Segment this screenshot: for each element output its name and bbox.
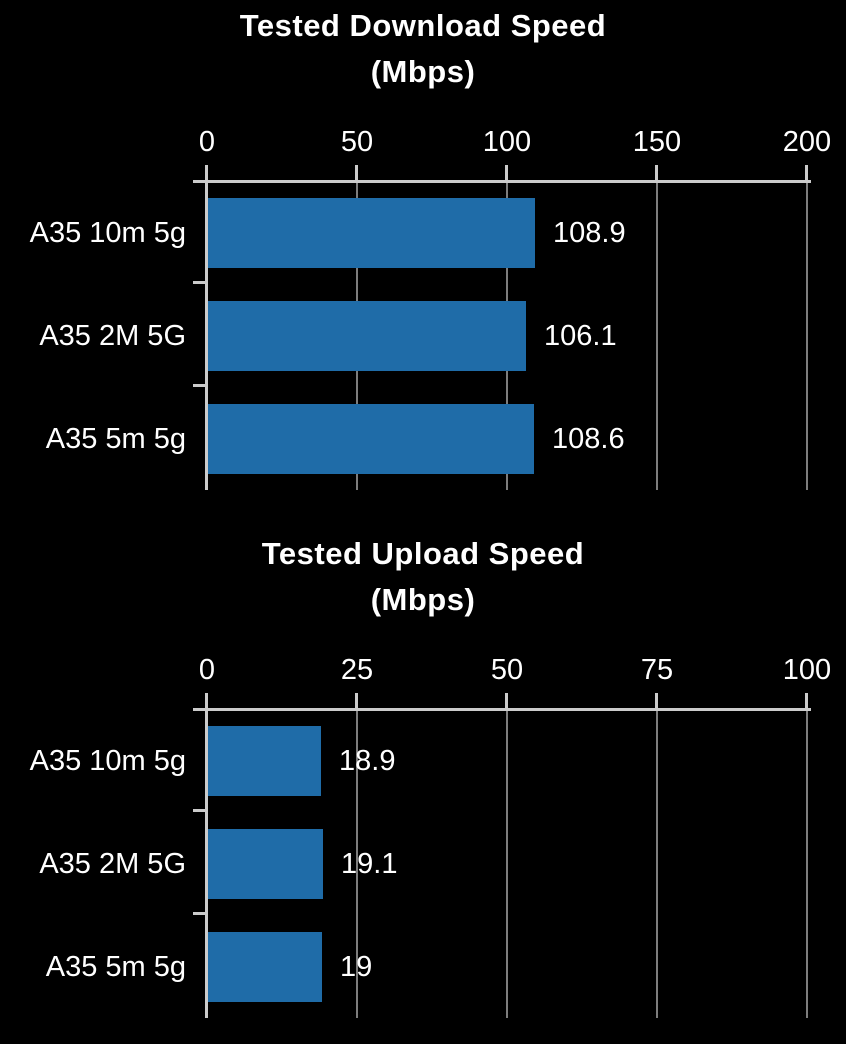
x-axis-tick xyxy=(505,165,508,180)
bar-row: A35 5m 5g 108.6 xyxy=(0,404,846,474)
y-axis-line xyxy=(205,693,208,1018)
bar xyxy=(208,726,321,796)
x-axis-tick-label: 100 xyxy=(782,654,832,686)
gridline xyxy=(356,711,358,1018)
x-axis-tick xyxy=(355,693,358,708)
gridline xyxy=(506,711,508,1018)
chart-subtitle: (Mbps) xyxy=(370,54,476,89)
upload-speed-chart: Tested Upload Speed (Mbps) 0 25 50 75 10… xyxy=(0,528,846,1044)
x-axis-tick-label: 75 xyxy=(640,654,674,686)
gridline xyxy=(656,711,658,1018)
x-axis-tick-label: 100 xyxy=(482,126,532,158)
y-axis-tick xyxy=(193,281,207,284)
x-axis-tick-label: 0 xyxy=(198,126,216,158)
x-axis-tick xyxy=(355,165,358,180)
bar-value-label: 108.9 xyxy=(553,216,626,249)
x-axis-line xyxy=(193,180,811,183)
bar-row: A35 5m 5g 19 xyxy=(0,932,846,1002)
bar-row: A35 2M 5G 19.1 xyxy=(0,829,846,899)
download-speed-chart: Tested Download Speed (Mbps) 0 50 100 15… xyxy=(0,0,846,516)
bar xyxy=(208,301,526,371)
bar-value-label: 19 xyxy=(340,950,373,983)
x-axis-tick xyxy=(805,165,808,180)
category-label: A35 5m 5g xyxy=(45,950,186,983)
bar xyxy=(208,198,535,268)
gridline xyxy=(806,711,808,1018)
bar-row: A35 10m 5g 108.9 xyxy=(0,198,846,268)
x-axis-tick-label: 50 xyxy=(490,654,524,686)
chart-title: Tested Upload Speed xyxy=(261,536,585,571)
bar-value-label: 18.9 xyxy=(339,744,396,777)
bar xyxy=(208,829,323,899)
x-axis-tick-label: 25 xyxy=(340,654,374,686)
x-axis-tick xyxy=(505,693,508,708)
y-axis-line xyxy=(205,165,208,490)
x-axis-tick-label: 0 xyxy=(198,654,216,686)
category-label: A35 10m 5g xyxy=(29,216,186,249)
x-axis-line xyxy=(193,708,811,711)
bar-row: A35 10m 5g 18.9 xyxy=(0,726,846,796)
x-axis-tick xyxy=(655,693,658,708)
x-axis-tick-label: 200 xyxy=(782,126,832,158)
bar-value-label: 19.1 xyxy=(341,847,398,880)
chart-subtitle: (Mbps) xyxy=(370,582,476,617)
bar-row: A35 2M 5G 106.1 xyxy=(0,301,846,371)
category-label: A35 5m 5g xyxy=(45,422,186,455)
gridline xyxy=(806,183,808,490)
category-label: A35 2M 5G xyxy=(39,847,186,880)
bar-value-label: 106.1 xyxy=(544,319,617,352)
gridline xyxy=(656,183,658,490)
x-axis-tick xyxy=(655,165,658,180)
category-label: A35 10m 5g xyxy=(29,744,186,777)
bar xyxy=(208,932,322,1002)
y-axis-tick xyxy=(193,809,207,812)
x-axis-tick-label: 150 xyxy=(632,126,682,158)
y-axis-tick xyxy=(193,384,207,387)
y-axis-tick xyxy=(193,912,207,915)
x-axis-tick-label: 50 xyxy=(340,126,374,158)
x-axis-tick xyxy=(805,693,808,708)
category-label: A35 2M 5G xyxy=(39,319,186,352)
bar-value-label: 108.6 xyxy=(552,422,625,455)
bar xyxy=(208,404,534,474)
chart-title: Tested Download Speed xyxy=(239,8,607,43)
